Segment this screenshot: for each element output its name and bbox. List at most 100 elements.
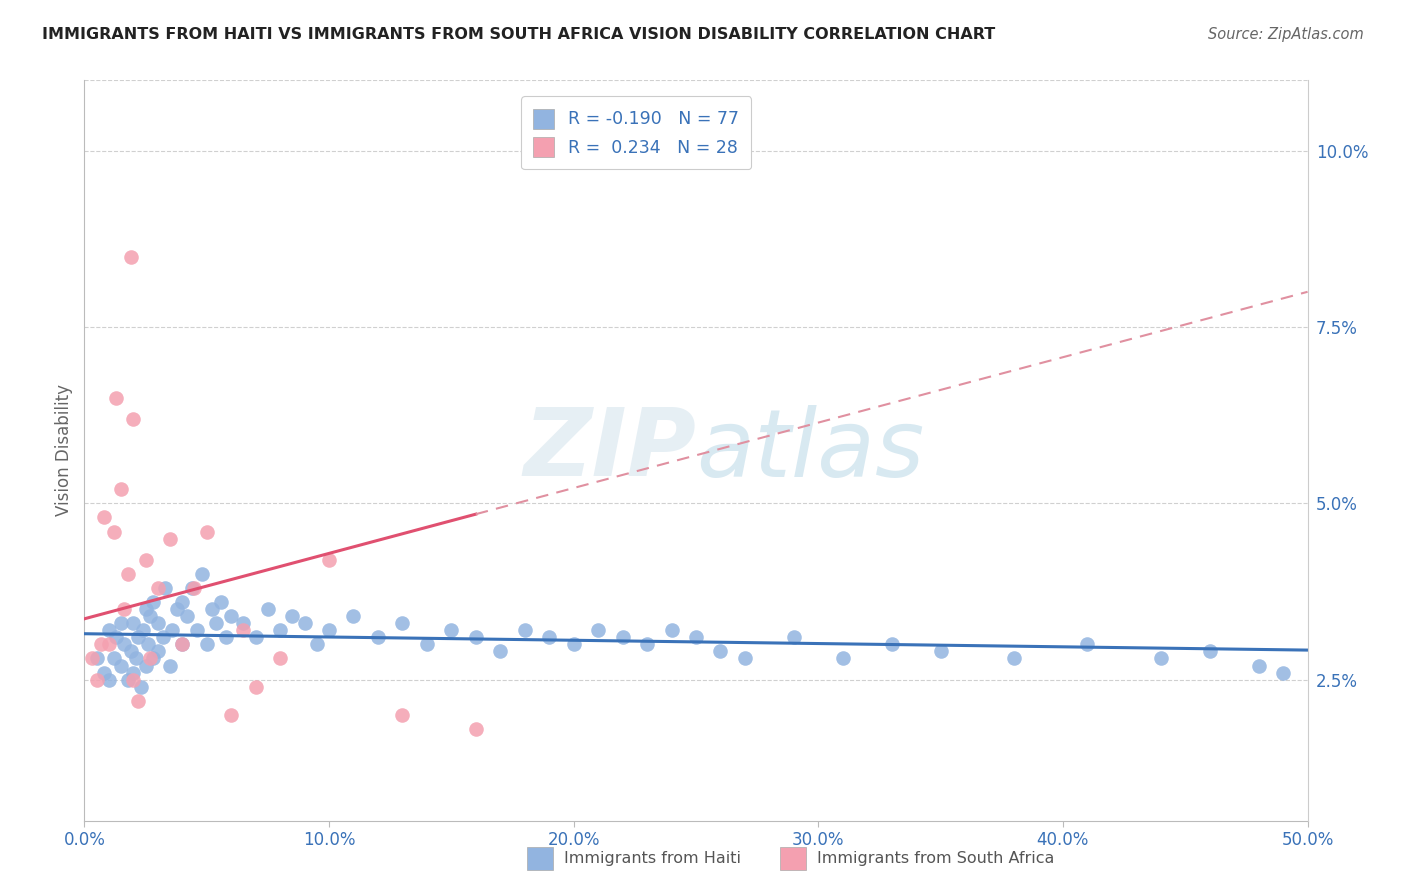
Point: [1247, 658, 1270, 673]
Point: [93, 510, 115, 524]
Point: [176, 609, 198, 624]
Point: [232, 616, 254, 631]
Point: [162, 624, 184, 638]
Point: [127, 694, 149, 708]
Point: [562, 637, 585, 651]
Point: [135, 553, 157, 567]
Point: [195, 524, 218, 539]
Point: [880, 637, 903, 651]
Point: [135, 658, 157, 673]
Point: [135, 602, 157, 616]
Point: [93, 665, 115, 680]
Point: [183, 581, 205, 595]
Point: [110, 616, 132, 631]
Point: [538, 630, 561, 644]
Point: [97, 624, 120, 638]
Text: ZIP: ZIP: [523, 404, 696, 497]
Text: atlas: atlas: [696, 405, 924, 496]
Point: [269, 651, 291, 665]
Point: [139, 609, 162, 624]
Point: [391, 616, 413, 631]
Point: [172, 637, 194, 651]
Point: [245, 680, 267, 694]
Point: [172, 595, 194, 609]
Point: [929, 644, 952, 658]
Point: [132, 624, 155, 638]
Text: Immigrants from South Africa: Immigrants from South Africa: [817, 851, 1054, 866]
Text: Source: ZipAtlas.com: Source: ZipAtlas.com: [1208, 27, 1364, 42]
Point: [367, 630, 389, 644]
Point: [142, 595, 165, 609]
Point: [205, 616, 228, 631]
Point: [172, 637, 194, 651]
Point: [103, 651, 125, 665]
Point: [110, 482, 132, 496]
Point: [661, 624, 683, 638]
Point: [181, 581, 204, 595]
Point: [318, 553, 340, 567]
Point: [122, 665, 145, 680]
Point: [159, 532, 181, 546]
Point: [110, 658, 132, 673]
Point: [125, 651, 148, 665]
Point: [1076, 637, 1098, 651]
Point: [186, 624, 208, 638]
Point: [612, 630, 634, 644]
Point: [783, 630, 806, 644]
Point: [122, 411, 145, 425]
Point: [86, 673, 108, 687]
Point: [1198, 644, 1220, 658]
Point: [685, 630, 707, 644]
Point: [97, 637, 120, 651]
Point: [1002, 651, 1025, 665]
Point: [103, 524, 125, 539]
Point: [464, 722, 486, 736]
Point: [709, 644, 731, 658]
Point: [1150, 651, 1173, 665]
Point: [105, 630, 128, 644]
Point: [97, 673, 120, 687]
Point: [120, 644, 142, 658]
Point: [166, 602, 188, 616]
Point: [112, 602, 135, 616]
Point: [200, 602, 222, 616]
Point: [86, 651, 108, 665]
Point: [112, 637, 135, 651]
Point: [105, 391, 128, 405]
Point: [152, 630, 174, 644]
Point: [513, 624, 536, 638]
Point: [294, 616, 316, 631]
Point: [391, 707, 413, 722]
Point: [139, 651, 162, 665]
Point: [195, 637, 218, 651]
Point: [122, 616, 145, 631]
Point: [129, 680, 152, 694]
Point: [90, 637, 112, 651]
Point: [142, 651, 165, 665]
Point: [219, 609, 242, 624]
Point: [122, 673, 145, 687]
Y-axis label: Vision Disability: Vision Disability: [55, 384, 73, 516]
Point: [318, 624, 340, 638]
Point: [127, 630, 149, 644]
Point: [117, 673, 139, 687]
Point: [191, 566, 214, 581]
Point: [586, 624, 609, 638]
Point: [269, 624, 291, 638]
Text: Immigrants from Haiti: Immigrants from Haiti: [564, 851, 741, 866]
Legend: R = -0.190   N = 77, R =  0.234   N = 28: R = -0.190 N = 77, R = 0.234 N = 28: [522, 96, 751, 169]
Point: [219, 707, 242, 722]
Point: [831, 651, 853, 665]
Point: [146, 616, 169, 631]
Point: [734, 651, 756, 665]
Point: [146, 581, 169, 595]
Point: [120, 250, 142, 264]
Point: [209, 595, 232, 609]
Point: [215, 630, 238, 644]
Point: [146, 644, 169, 658]
Point: [489, 644, 512, 658]
Point: [232, 624, 254, 638]
Point: [1272, 665, 1295, 680]
Point: [416, 637, 439, 651]
Point: [136, 637, 159, 651]
